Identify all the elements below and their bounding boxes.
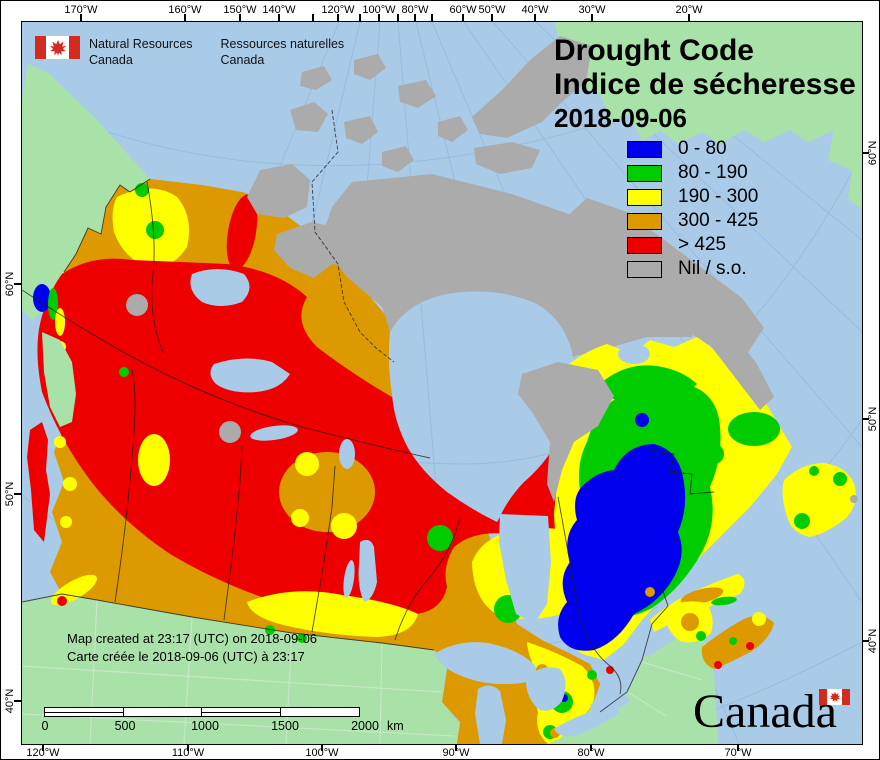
legend-swatch-nil (627, 260, 662, 278)
nrcan-signature: Natural Resources Canada Ressources natur… (35, 36, 344, 68)
legend: 0 - 80 80 - 190 190 - 300 300 - 425 > 42… (627, 137, 758, 281)
lon-label: 110°W (171, 747, 205, 759)
lon-label: 100°W (305, 747, 339, 759)
legend-label: 80 - 190 (678, 162, 748, 183)
usa-west (22, 594, 460, 744)
great-slave-lake (210, 358, 290, 393)
us-state-borders (22, 599, 703, 744)
great-lakes (434, 642, 630, 744)
lon-label: 40°W (521, 4, 549, 16)
nil-patch (219, 421, 241, 443)
legend-swatch-blue (627, 140, 662, 158)
legend-row: 0 - 80 (627, 137, 758, 161)
scale-label: 2000 (351, 719, 379, 733)
legend-row: > 425 (627, 233, 758, 257)
torngat-nil (700, 312, 774, 410)
lake-erie (554, 706, 620, 737)
nunavik-nil (518, 362, 614, 502)
legend-swatch-yellow (627, 188, 662, 206)
canada-east (518, 312, 792, 660)
legend-swatch-red (627, 236, 662, 254)
lon-label: 20°W (675, 4, 703, 16)
scale-segment (122, 707, 203, 717)
legend-label: Nil / s.o. (678, 258, 747, 279)
banks-island (247, 164, 310, 218)
legend-label: 300 - 425 (678, 210, 759, 231)
scale-segment (280, 707, 361, 717)
map-title: Drought Code Indice de sécheresse 2018-0… (554, 34, 856, 134)
legend-row: Nil / s.o. (627, 257, 758, 281)
title-date: 2018-09-06 (554, 103, 687, 133)
james-bay (499, 514, 551, 624)
lon-label: 80°W (401, 4, 429, 16)
legend-label: > 425 (678, 234, 727, 255)
scale-bar (43, 707, 361, 717)
lon-label: 160°W (168, 4, 202, 16)
pei (711, 596, 737, 606)
lon-label: 70°W (724, 747, 752, 759)
scale-segment (43, 707, 124, 717)
lake-athabasca (250, 425, 298, 441)
lon-label: 140°W (262, 4, 296, 16)
quebec-low-dc (558, 444, 686, 651)
wordmark-flag-icon (819, 689, 850, 705)
ellesmere-island (472, 36, 592, 138)
scale-unit: km (387, 719, 404, 733)
canada-wordmark: Canada (693, 684, 850, 739)
scale-label: 1000 (191, 719, 219, 733)
wordmark-text: Canada (693, 685, 837, 738)
lon-label: 80°W (577, 747, 605, 759)
lon-label: 170°W (64, 4, 98, 16)
legend-row: 300 - 425 (627, 209, 758, 233)
lake-ontario (590, 695, 630, 711)
hudson-bay (388, 291, 574, 624)
legend-label: 0 - 80 (678, 138, 727, 159)
lon-label: 90°W (442, 747, 470, 759)
legend-swatch-orange (627, 212, 662, 230)
nil-patch (126, 294, 148, 316)
creation-note: Map created at 23:17 (UTC) on 2018-09-06… (67, 630, 317, 665)
lake-winnipeg (358, 539, 377, 602)
legend-swatch-green (627, 164, 662, 182)
nova-scotia (701, 615, 774, 669)
alaska (22, 64, 150, 320)
anticosti (721, 475, 773, 491)
map-canvas: Natural Resources Canada Ressources natur… (21, 21, 863, 745)
nrcan-name-fr: Ressources naturelles Canada (220, 37, 345, 67)
legend-row: 190 - 300 (627, 185, 758, 209)
title-en: Drought Code (554, 34, 754, 67)
victoria-island (274, 222, 370, 278)
political-borders (22, 109, 715, 713)
lon-label: 120°W (321, 4, 355, 16)
scale-label: 1500 (271, 719, 299, 733)
haida-gwaii (27, 422, 50, 542)
lon-label: 30°W (578, 4, 606, 16)
nrcan-name-en: Natural Resources Canada (89, 37, 193, 67)
scale-segment (201, 707, 282, 717)
greenland (554, 22, 862, 210)
great-bear-lake (190, 269, 250, 306)
creation-note-fr: Carte créée le 2018-09-06 (UTC) à 23:17 (67, 648, 305, 664)
maritimes (650, 463, 858, 669)
alaska-panhandle (42, 332, 76, 427)
legend-label: 190 - 300 (678, 186, 759, 207)
scale-labels: 0 500 1000 1500 2000 (41, 719, 405, 733)
lake-superior (434, 642, 537, 685)
canada-flag-icon (35, 36, 80, 59)
title-fr: Indice de sécheresse (554, 68, 856, 101)
scale-label: 0 (41, 719, 49, 733)
creation-note-en: Map created at 23:17 (UTC) on 2018-09-06 (67, 631, 318, 646)
ungava-bay (618, 344, 650, 364)
drought-map-svg (22, 22, 862, 744)
lon-label: 50°W (478, 4, 506, 16)
scale-label: 500 (114, 719, 136, 733)
lake-michigan (475, 685, 506, 744)
lon-label: 150°W (223, 4, 257, 16)
legend-row: 80 - 190 (627, 161, 758, 185)
lon-label: 60°W (449, 4, 477, 16)
lake-huron (525, 667, 566, 711)
lon-label: 120°W (26, 747, 60, 759)
lon-label: 100°W (362, 4, 396, 16)
